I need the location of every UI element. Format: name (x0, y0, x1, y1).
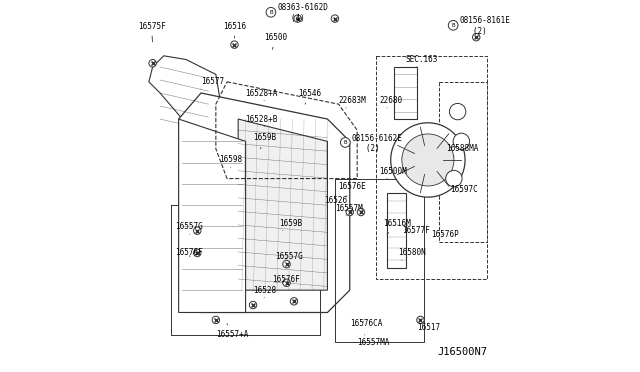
Circle shape (266, 7, 276, 17)
Text: 16576F: 16576F (175, 248, 203, 257)
Text: 22680: 22680 (380, 96, 403, 108)
Polygon shape (439, 82, 488, 242)
Circle shape (453, 133, 470, 150)
Circle shape (449, 103, 466, 120)
Circle shape (212, 316, 220, 324)
Text: B: B (344, 140, 347, 145)
Text: 16528+B: 16528+B (246, 115, 278, 126)
Text: 16500M: 16500M (380, 167, 407, 179)
Polygon shape (394, 67, 417, 119)
Text: 16597C: 16597C (450, 185, 478, 194)
Text: 16557MA: 16557MA (357, 335, 390, 347)
Polygon shape (391, 123, 465, 197)
Polygon shape (179, 93, 349, 312)
Text: 08363-6162D
   (4): 08363-6162D (4) (277, 3, 328, 23)
Polygon shape (387, 193, 406, 268)
Text: 16576CA: 16576CA (349, 319, 382, 328)
Polygon shape (179, 119, 246, 312)
Text: 16526: 16526 (324, 196, 347, 208)
Text: 16516M: 16516M (383, 219, 411, 234)
Polygon shape (149, 56, 220, 130)
Circle shape (149, 60, 156, 67)
Circle shape (294, 15, 301, 22)
Text: 16576E: 16576E (339, 182, 366, 197)
Circle shape (231, 41, 238, 48)
Polygon shape (238, 119, 328, 290)
Text: SEC.163: SEC.163 (406, 55, 438, 67)
Circle shape (346, 208, 353, 216)
Circle shape (357, 208, 365, 216)
Circle shape (449, 20, 458, 30)
Text: 16557G: 16557G (175, 222, 203, 234)
Circle shape (291, 298, 298, 305)
Circle shape (331, 15, 339, 22)
Circle shape (417, 316, 424, 324)
Text: 22683M: 22683M (339, 96, 366, 108)
Text: 16577F: 16577F (402, 226, 429, 235)
Text: B: B (269, 10, 273, 15)
Circle shape (283, 260, 291, 268)
Text: 16577: 16577 (201, 77, 224, 89)
Circle shape (445, 170, 462, 187)
Text: 16576F: 16576F (271, 275, 300, 283)
Text: 16598: 16598 (220, 155, 243, 167)
Text: 16546: 16546 (298, 89, 321, 104)
Text: 16516: 16516 (223, 22, 246, 38)
Text: 16500: 16500 (264, 33, 287, 49)
Circle shape (283, 279, 291, 286)
Circle shape (340, 138, 350, 147)
Polygon shape (402, 134, 454, 186)
Text: 1659B: 1659B (279, 219, 302, 231)
Text: 16557M: 16557M (335, 204, 363, 216)
Text: J16500N7: J16500N7 (437, 347, 488, 357)
Text: 08156-8161E
   (2): 08156-8161E (2) (460, 16, 510, 36)
Text: 16528+A: 16528+A (246, 89, 278, 100)
Circle shape (193, 249, 201, 257)
Text: 1659B: 1659B (253, 133, 276, 149)
Text: B: B (451, 23, 455, 28)
Text: 16557+A: 16557+A (216, 324, 248, 339)
Text: 16517: 16517 (417, 320, 440, 332)
Text: 16580N: 16580N (398, 248, 426, 260)
Text: 16576P: 16576P (431, 230, 460, 239)
Circle shape (193, 227, 201, 234)
Text: 08156-6162E
   (2): 08156-6162E (2) (351, 134, 403, 153)
Text: 16557G: 16557G (275, 252, 303, 261)
Text: 16588MA: 16588MA (447, 144, 479, 156)
Circle shape (472, 33, 480, 41)
Text: 16575F: 16575F (138, 22, 166, 42)
Text: 16528: 16528 (253, 286, 276, 298)
Circle shape (250, 301, 257, 309)
